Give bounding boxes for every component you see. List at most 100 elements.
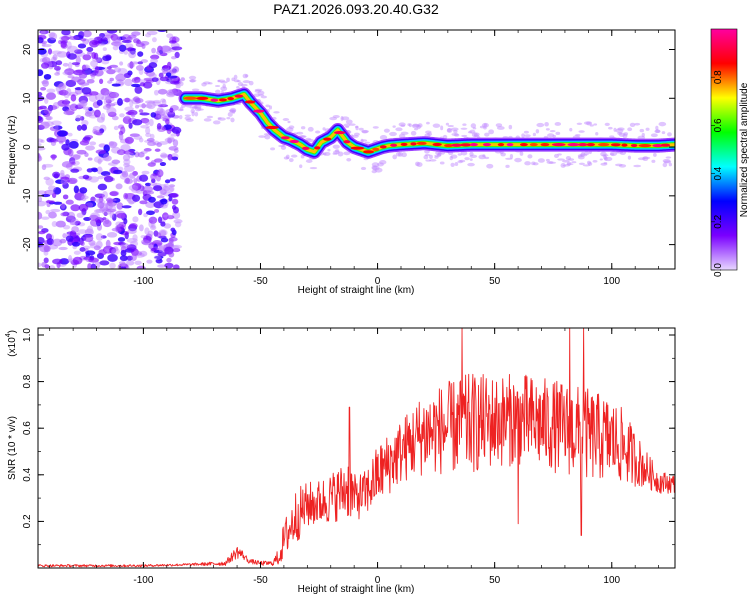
scatter-blob <box>343 123 351 127</box>
scatter-blob <box>270 147 276 151</box>
noise-blob <box>95 209 102 213</box>
noise-blob <box>90 60 98 68</box>
noise-blob <box>78 95 89 104</box>
noise-blob <box>111 35 122 44</box>
scatter-blob <box>300 126 306 130</box>
noise-blob <box>97 201 105 209</box>
scatter-blob <box>524 134 531 138</box>
noise-blob <box>156 122 162 130</box>
noise-blob <box>148 196 156 203</box>
scatter-blob <box>296 131 304 135</box>
noise-blob <box>67 132 73 137</box>
scatter-blob <box>283 156 290 160</box>
scatter-blob <box>549 130 556 133</box>
noise-blob <box>42 79 49 87</box>
noise-blob <box>142 185 154 193</box>
noise-blob <box>70 168 80 173</box>
scatter-blob <box>609 135 615 138</box>
noise-blob <box>74 87 83 91</box>
noise-blob <box>169 107 174 113</box>
noise-blob <box>166 215 175 220</box>
noise-blob <box>60 169 65 176</box>
scatter-blob <box>372 126 379 129</box>
noise-blob <box>159 76 169 82</box>
noise-blob <box>47 37 56 44</box>
noise-blob <box>129 172 136 179</box>
noise-blob <box>81 124 88 131</box>
spectrogram-y-ticks: 20 10 0 -10 -20 <box>22 44 675 252</box>
noise-blob <box>144 120 150 126</box>
noise-blob <box>102 190 108 199</box>
noise-blob <box>144 182 152 187</box>
noise-blob <box>56 130 68 137</box>
x-tick-label: -50 <box>253 575 268 586</box>
noise-blob <box>38 138 44 143</box>
snr-line <box>38 328 675 568</box>
noise-blob <box>72 154 81 160</box>
noise-blob <box>111 248 120 255</box>
noise-blob <box>147 230 154 237</box>
noise-blob <box>132 250 143 256</box>
scatter-blob <box>462 123 467 126</box>
scatter-blob <box>580 151 585 157</box>
noise-blob <box>137 51 144 57</box>
ridge-peak <box>234 94 244 98</box>
noise-blob <box>162 65 169 69</box>
noise-blob <box>100 235 107 239</box>
ridge-peak <box>227 96 234 101</box>
noise-blob <box>113 125 119 131</box>
scatter-blob <box>604 122 610 127</box>
noise-blob <box>109 262 116 269</box>
noise-blob <box>75 114 82 122</box>
noise-blob <box>40 216 50 220</box>
y-tick-label: 0.2 <box>22 514 33 528</box>
ridge-peak <box>379 145 387 149</box>
scatter-blob <box>668 162 673 167</box>
scatter-blob <box>226 77 230 83</box>
noise-blob <box>38 147 46 151</box>
noise-blob <box>131 182 142 191</box>
scatter-blob <box>179 81 184 87</box>
noise-blob <box>70 94 77 102</box>
scatter-blob <box>645 127 650 131</box>
scatter-blob <box>254 89 261 93</box>
noise-blob <box>148 216 158 224</box>
noise-blob <box>128 200 135 205</box>
noise-blob <box>94 65 100 74</box>
scatter-blob <box>242 73 248 79</box>
scatter-blob <box>618 132 626 137</box>
noise-blob <box>63 110 75 116</box>
noise-blob <box>163 223 172 229</box>
scatter-blob <box>454 133 460 137</box>
noise-blob <box>123 165 135 172</box>
scatter-blob <box>509 154 514 159</box>
noise-blob <box>61 30 71 36</box>
scatter-blob <box>566 163 574 166</box>
noise-blob <box>88 94 98 102</box>
noise-blob <box>108 91 120 99</box>
colorbar-label: Normalized spectral amplitude <box>739 82 750 217</box>
noise-blob <box>76 212 84 218</box>
x-tick-label: 100 <box>603 276 620 287</box>
noise-blob <box>151 47 156 54</box>
noise-blob <box>122 116 132 124</box>
noise-blob <box>43 257 49 264</box>
scatter-blob <box>288 125 295 129</box>
noise-blob <box>58 246 68 251</box>
scatter-blob <box>545 128 550 131</box>
noise-blob <box>102 47 107 52</box>
noise-blob <box>171 156 179 161</box>
scatter-blob <box>217 117 222 120</box>
noise-blob <box>174 221 182 228</box>
noise-blob <box>78 82 90 86</box>
noise-blob <box>90 263 97 269</box>
noise-blob <box>80 197 87 202</box>
noise-blob <box>38 69 44 77</box>
noise-blob <box>121 261 126 268</box>
noise-blob <box>41 57 51 64</box>
ridge-peak <box>314 146 321 150</box>
noise-blob <box>123 150 135 155</box>
noise-blob <box>164 137 176 143</box>
noise-blob <box>40 30 46 37</box>
noise-blob <box>111 83 121 87</box>
